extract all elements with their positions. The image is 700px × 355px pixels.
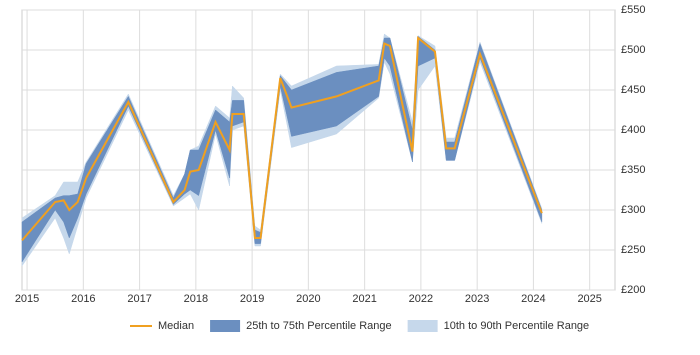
y-tick-label: £550: [621, 4, 645, 16]
legend-label: Median: [158, 320, 194, 332]
x-tick-label: 2015: [15, 293, 39, 305]
plot-area: [21, 9, 616, 291]
legend-label: 10th to 90th Percentile Range: [444, 320, 590, 332]
legend-swatch: [407, 320, 438, 332]
x-tick-label: 2020: [296, 293, 320, 305]
y-tick-label: £350: [621, 164, 645, 176]
y-tick-label: £300: [621, 204, 645, 216]
median-line: [21, 35, 543, 242]
x-tick-label: 2022: [409, 293, 433, 305]
x-tick-label: 2018: [184, 293, 208, 305]
x-tick-label: 2025: [577, 293, 601, 305]
x-tick-label: 2019: [240, 293, 264, 305]
y-tick-label: £500: [621, 44, 645, 56]
x-tick-label: 2024: [521, 293, 545, 305]
x-tick-label: 2021: [352, 293, 376, 305]
legend-swatch: [210, 320, 241, 332]
y-tick-label: £400: [621, 124, 645, 136]
legend-label: 25th to 75th Percentile Range: [246, 320, 392, 332]
x-tick-label: 2017: [127, 293, 151, 305]
y-tick-label: £200: [621, 284, 645, 296]
x-tick-label: 2016: [71, 293, 95, 305]
y-tick-label: £250: [621, 244, 645, 256]
y-tick-label: £450: [621, 84, 645, 96]
x-tick-label: 2023: [465, 293, 489, 305]
